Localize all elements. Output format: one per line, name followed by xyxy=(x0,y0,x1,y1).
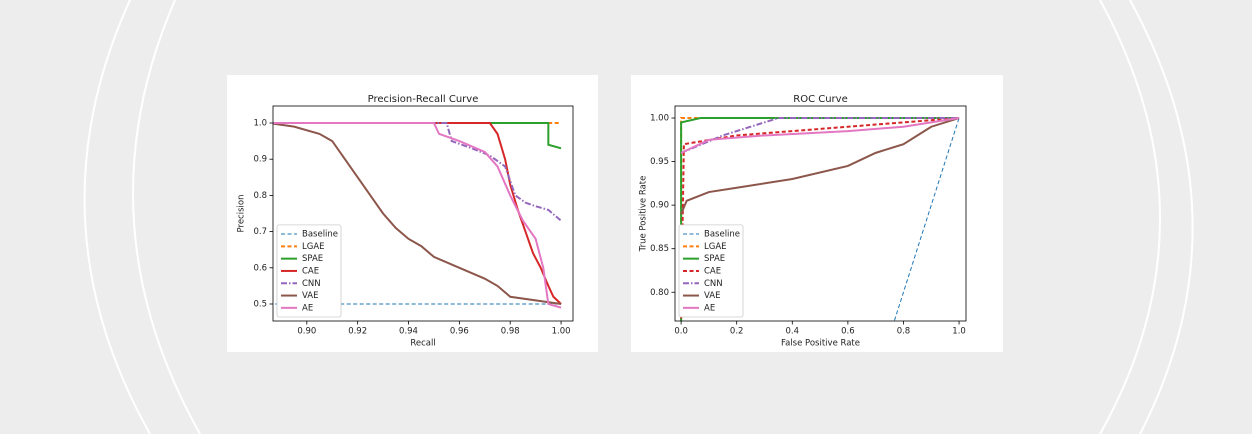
x-tick-label: 0.8 xyxy=(897,327,911,337)
x-tick-label: 0.2 xyxy=(730,327,744,337)
plot-area xyxy=(680,117,960,321)
y-tick-label: 1.00 xyxy=(650,114,669,124)
legend-label: CAE xyxy=(704,266,721,276)
y-axis-label: True Positive Rate xyxy=(639,176,649,253)
legend-label: LGAE xyxy=(302,242,325,252)
plot-frame xyxy=(272,105,574,322)
x-axis-label: False Positive Rate xyxy=(781,339,860,349)
chart-title: Precision-Recall Curve xyxy=(368,94,479,105)
series-line xyxy=(273,122,562,305)
plot-frame xyxy=(674,105,967,322)
legend-label: LGAE xyxy=(704,242,727,252)
x-tick-label: 0.96 xyxy=(450,327,469,337)
x-tick-label: 0.6 xyxy=(841,327,855,337)
legend-box xyxy=(678,224,744,318)
y-tick-label: 1.0 xyxy=(253,119,267,129)
legend-label: AE xyxy=(704,303,715,313)
y-tick-label: 0.7 xyxy=(253,227,267,237)
x-tick-label: 1.0 xyxy=(952,327,966,337)
y-axis-label: Precision xyxy=(237,195,247,233)
legend-label: CNN xyxy=(704,279,723,289)
series-line xyxy=(680,117,960,215)
series-line xyxy=(893,117,960,321)
legend-label: SPAE xyxy=(302,254,323,264)
x-tick-label: 0.0 xyxy=(674,327,688,337)
x-tick-label: 0.94 xyxy=(399,327,418,337)
y-tick-label: 0.90 xyxy=(650,201,669,211)
legend-label: Baseline xyxy=(704,230,740,240)
pr-chart: Precision-Recall Curve Recall Precision 0.9… xyxy=(227,75,598,352)
legend-label: CNN xyxy=(302,279,321,289)
roc-chart: ROC Curve False Positive Rate True Positiv… xyxy=(631,75,1003,352)
y-tick-label: 0.6 xyxy=(253,263,267,273)
legend-label: CAE xyxy=(302,266,319,276)
legend-label: VAE xyxy=(302,291,318,301)
legend-label: AE xyxy=(302,303,313,313)
series-line xyxy=(680,117,960,154)
x-tick-label: 0.92 xyxy=(348,327,367,337)
decor-arc xyxy=(83,0,151,434)
y-tick-label: 0.9 xyxy=(253,155,267,165)
legend-label: Baseline xyxy=(302,230,338,240)
decor-arc xyxy=(1129,0,1194,434)
legend-label: VAE xyxy=(704,291,720,301)
decor-arc xyxy=(132,0,201,434)
chart-title: ROC Curve xyxy=(793,94,847,105)
series-line xyxy=(273,122,562,222)
series-line xyxy=(680,117,960,154)
decor-arc xyxy=(1099,0,1161,434)
series-line xyxy=(273,122,562,150)
y-tick-label: 0.5 xyxy=(253,299,267,309)
y-tick-label: 0.95 xyxy=(650,157,669,167)
x-tick-label: 0.98 xyxy=(501,327,520,337)
series-line xyxy=(273,122,562,305)
x-axis-label: Recall xyxy=(410,339,435,349)
legend-label: SPAE xyxy=(704,254,725,264)
y-tick-label: 0.85 xyxy=(650,244,669,254)
x-tick-label: 1.00 xyxy=(552,327,571,337)
x-tick-label: 0.90 xyxy=(297,327,316,337)
series-line xyxy=(273,122,562,309)
plot-area xyxy=(273,122,562,309)
x-tick-label: 0.4 xyxy=(786,327,800,337)
y-tick-label: 0.80 xyxy=(650,288,669,298)
y-tick-label: 0.8 xyxy=(253,191,267,201)
legend-box xyxy=(276,224,342,318)
